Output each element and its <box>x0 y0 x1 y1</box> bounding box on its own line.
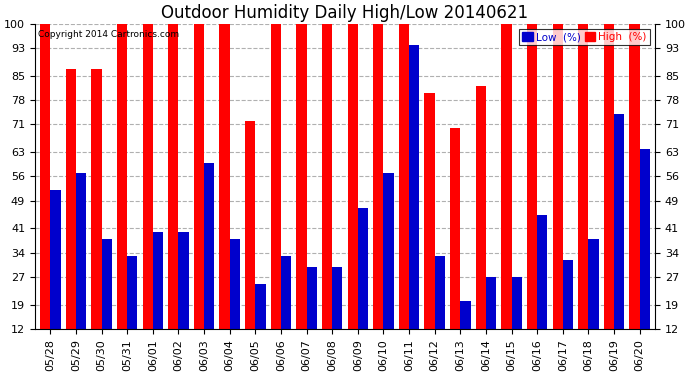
Bar <box>589 239 599 371</box>
Bar <box>399 24 409 371</box>
Legend: Low  (%), High  (%): Low (%), High (%) <box>519 29 650 45</box>
Bar <box>384 173 394 371</box>
Bar <box>230 239 240 371</box>
Bar <box>538 214 547 371</box>
Bar <box>322 24 332 371</box>
Bar <box>204 162 215 371</box>
Bar <box>255 284 266 371</box>
Bar <box>435 256 445 371</box>
Bar <box>219 24 230 371</box>
Bar <box>578 24 589 371</box>
Bar <box>76 173 86 371</box>
Bar <box>424 93 435 371</box>
Bar <box>358 208 368 371</box>
Bar <box>281 256 291 371</box>
Bar <box>348 24 358 371</box>
Bar <box>101 239 112 371</box>
Bar <box>66 69 76 371</box>
Text: Copyright 2014 Cartronics.com: Copyright 2014 Cartronics.com <box>38 30 179 39</box>
Bar <box>152 232 163 371</box>
Bar <box>40 24 50 371</box>
Bar <box>409 45 420 371</box>
Bar <box>527 24 538 371</box>
Bar <box>373 24 384 371</box>
Bar <box>475 86 486 371</box>
Bar <box>604 24 614 371</box>
Bar <box>127 256 137 371</box>
Bar <box>296 24 306 371</box>
Bar <box>143 24 152 371</box>
Bar <box>511 277 522 371</box>
Bar <box>450 128 460 371</box>
Bar <box>460 302 471 371</box>
Bar <box>640 148 650 371</box>
Bar <box>629 24 640 371</box>
Bar <box>553 24 563 371</box>
Bar <box>50 190 61 371</box>
Bar <box>270 24 281 371</box>
Bar <box>502 24 511 371</box>
Bar <box>91 69 101 371</box>
Bar <box>117 24 127 371</box>
Bar <box>179 232 188 371</box>
Bar <box>306 267 317 371</box>
Bar <box>486 277 496 371</box>
Bar <box>245 121 255 371</box>
Bar <box>332 267 342 371</box>
Bar <box>194 24 204 371</box>
Bar <box>563 260 573 371</box>
Bar <box>614 114 624 371</box>
Title: Outdoor Humidity Daily High/Low 20140621: Outdoor Humidity Daily High/Low 20140621 <box>161 4 529 22</box>
Bar <box>168 24 179 371</box>
